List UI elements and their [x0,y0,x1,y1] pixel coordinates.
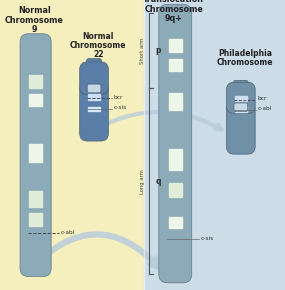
Bar [88,94,100,100]
FancyBboxPatch shape [20,34,51,277]
Text: c-abl: c-abl [60,229,74,235]
Text: Normal: Normal [18,6,50,15]
Bar [168,39,182,52]
FancyBboxPatch shape [87,84,101,93]
FancyBboxPatch shape [227,82,255,113]
FancyBboxPatch shape [87,59,101,70]
Bar [29,94,42,106]
Text: Short arm: Short arm [140,37,145,64]
Bar [235,106,247,112]
Bar [168,93,182,110]
Text: bcr: bcr [258,96,267,101]
Bar [168,59,182,71]
FancyBboxPatch shape [234,103,248,112]
FancyBboxPatch shape [80,62,108,95]
FancyArrowPatch shape [91,112,221,132]
Bar [235,96,247,101]
Bar [29,191,42,207]
Bar [0,0,144,290]
Text: Translocation: Translocation [143,0,204,4]
Text: Chromosome: Chromosome [5,16,64,25]
Bar [168,183,182,197]
Text: c-abl: c-abl [258,106,272,111]
Bar [29,75,42,88]
Bar [168,217,182,228]
FancyBboxPatch shape [227,101,255,154]
FancyBboxPatch shape [80,82,108,141]
Text: bcr: bcr [114,95,123,100]
Text: 9: 9 [31,25,37,34]
FancyBboxPatch shape [234,80,248,90]
Bar [29,213,42,226]
Bar [144,0,285,290]
Bar [88,107,100,111]
Text: p: p [156,46,161,55]
Text: 22: 22 [93,50,103,59]
Text: Chromosome: Chromosome [144,5,203,14]
Text: Philadelphia: Philadelphia [218,49,272,58]
FancyBboxPatch shape [159,4,192,283]
Text: 9q+: 9q+ [165,14,183,23]
FancyArrowPatch shape [28,234,159,272]
Bar [168,149,182,170]
Text: Chromosome: Chromosome [217,58,273,67]
Bar [29,144,42,162]
Text: c-sis: c-sis [200,235,213,241]
Text: Chromosome: Chromosome [70,41,127,50]
Text: q: q [156,177,161,186]
Text: c-sis: c-sis [114,105,127,110]
Text: Long arm: Long arm [140,169,145,194]
Text: Normal: Normal [83,32,114,41]
